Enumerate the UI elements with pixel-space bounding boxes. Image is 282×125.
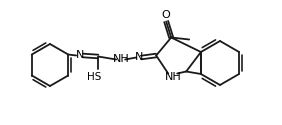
Text: NH: NH [113, 54, 129, 64]
Text: NH: NH [165, 72, 182, 82]
Text: N: N [135, 52, 143, 62]
Text: O: O [162, 10, 171, 20]
Text: HS: HS [87, 72, 101, 82]
Text: N: N [76, 50, 84, 59]
